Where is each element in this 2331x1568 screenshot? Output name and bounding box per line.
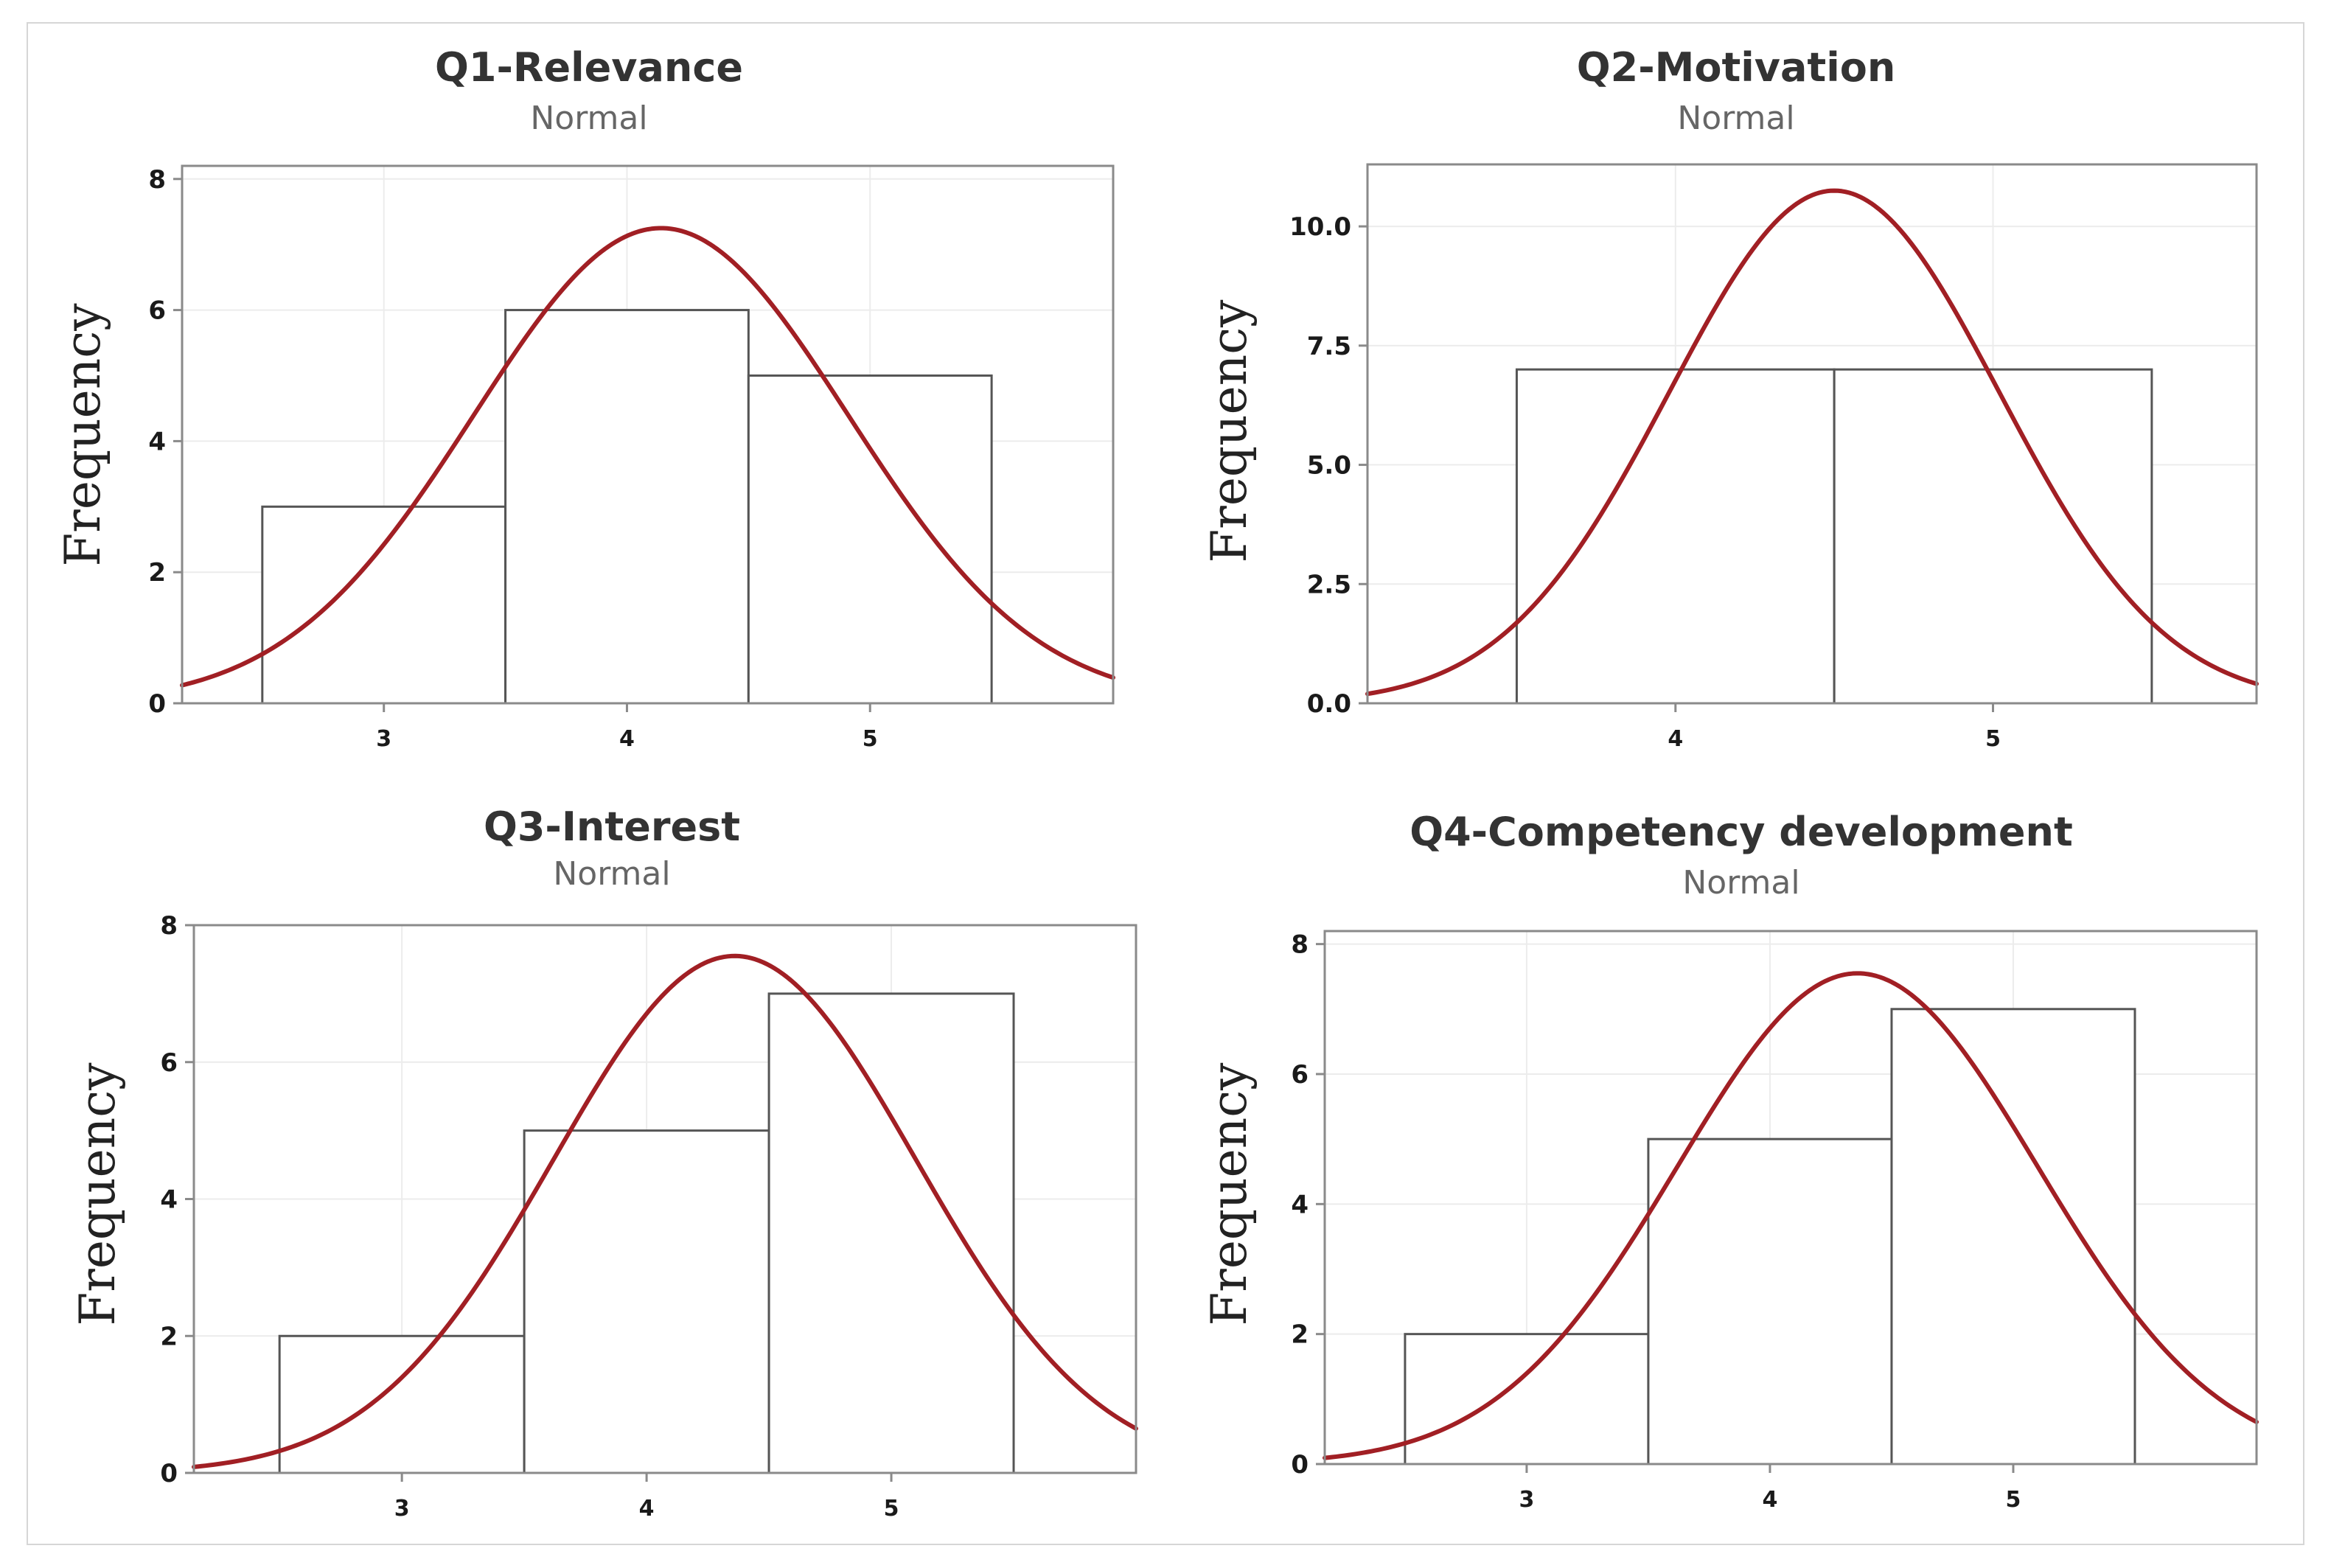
x-tick-label: 3 (1519, 1487, 1534, 1513)
normal-fit-curve (180, 226, 1115, 688)
x-tick-label: 4 (639, 1496, 655, 1522)
x-tick-label: 3 (394, 1496, 410, 1522)
y-tick-label: 6 (1291, 1060, 1309, 1090)
y-tick-label: 8 (148, 165, 166, 195)
chart-panel-2: 4 5 0.0 2.5 5.0 7.5 10.0 Q2-Motivation Normal Fre… (1201, 44, 2259, 752)
chart-title: Q1-Relevance (435, 44, 743, 91)
y-tick-label: 8 (1291, 930, 1309, 960)
histogram-bar (1833, 368, 2153, 705)
normal-fit-curve (192, 953, 1138, 1469)
y-tick-label: 7.5 (1307, 332, 1351, 361)
histogram-bar (504, 309, 750, 705)
y-tick-label: 8 (160, 911, 178, 941)
y-axis-label: Frequency (1201, 299, 1258, 563)
chart-subtitle: Normal (530, 100, 647, 137)
chart-title: Q2-Motivation (1577, 44, 1896, 91)
normal-fit-curve (1323, 971, 2259, 1460)
y-tick-label: 2 (1291, 1320, 1309, 1350)
y-tick-label: 2.5 (1307, 570, 1351, 599)
x-tick-label: 4 (619, 726, 635, 752)
normal-fit-curve (1365, 188, 2259, 697)
histogram-bar (767, 992, 1015, 1474)
plot-area-frame (1366, 163, 2258, 705)
plot-area-frame (181, 164, 1115, 705)
x-tick-label: 5 (863, 726, 878, 752)
chart-panel-3: 3 4 5 0 2 4 6 8 Q3-Interest Normal Frequency (69, 804, 1138, 1522)
chart-subtitle: Normal (1677, 100, 1794, 137)
chart-title: Q3-Interest (484, 804, 740, 850)
chart-title: Q4-Competency development (1410, 809, 2073, 855)
x-tick-label: 4 (1668, 726, 1683, 752)
y-axis-label: Frequency (69, 1062, 126, 1326)
histogram-bar (523, 1129, 770, 1474)
chart-panel-1: 3 4 5 0 2 4 6 8 Q1-Relevance Normal Frequency (55, 44, 1115, 752)
histogram-bar (747, 374, 993, 705)
x-tick-label: 5 (2006, 1487, 2021, 1513)
y-tick-label: 0.0 (1307, 689, 1351, 719)
histogram-bar (1890, 1008, 2136, 1466)
x-tick-label: 3 (376, 726, 391, 752)
y-tick-label: 10.0 (1289, 212, 1351, 242)
x-tick-label: 4 (1763, 1487, 1778, 1513)
y-tick-label: 2 (160, 1322, 178, 1351)
figure-frame (27, 22, 2304, 1545)
y-tick-label: 4 (160, 1185, 178, 1215)
y-tick-label: 0 (1291, 1450, 1309, 1480)
histogram-bar (278, 1334, 526, 1474)
x-tick-label: 5 (1985, 726, 2001, 752)
y-axis-label: Frequency (55, 303, 111, 567)
chart-panel-4: 3 4 5 0 2 4 6 8 Q4-Competency development Normal F… (1201, 809, 2259, 1513)
chart-subtitle: Normal (1682, 864, 1799, 902)
histogram-bar (261, 505, 507, 705)
plot-area-frame (1323, 930, 2258, 1466)
y-tick-label: 5.0 (1307, 451, 1351, 481)
x-tick-label: 5 (884, 1496, 899, 1522)
y-tick-label: 6 (160, 1048, 178, 1078)
y-tick-label: 4 (148, 427, 166, 456)
y-tick-label: 2 (148, 558, 166, 588)
histogram-bar (1404, 1333, 1650, 1466)
histogram-bar (1647, 1137, 1893, 1466)
y-tick-label: 4 (1291, 1190, 1309, 1219)
y-axis-label: Frequency (1201, 1062, 1258, 1326)
chart-subtitle: Normal (553, 855, 670, 893)
y-tick-label: 6 (148, 296, 166, 326)
y-tick-label: 0 (148, 689, 166, 719)
histogram-bar (1515, 368, 1836, 705)
y-tick-label: 0 (160, 1459, 178, 1488)
